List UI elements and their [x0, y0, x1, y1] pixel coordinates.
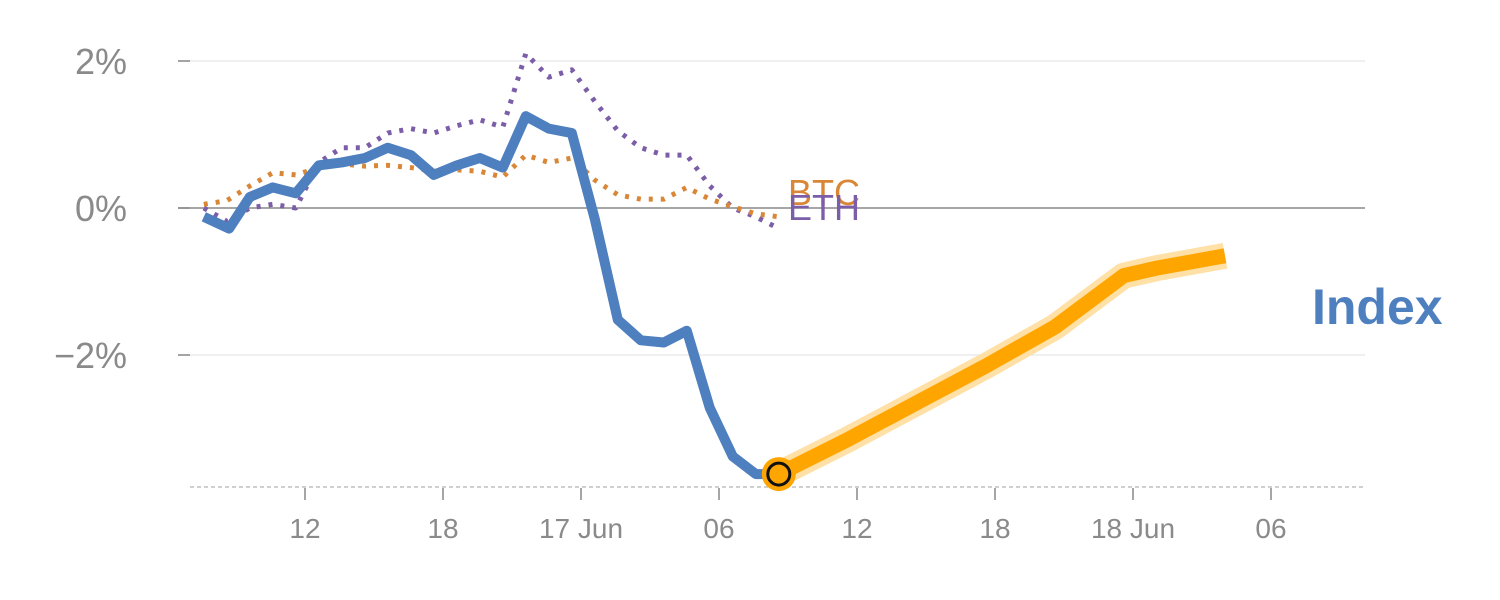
- current-point-marker: [766, 461, 792, 487]
- x-tick-label: 06: [703, 513, 734, 544]
- index-label: Index: [1312, 279, 1443, 335]
- x-tick-label: 12: [289, 513, 320, 544]
- eth-line: [202, 51, 780, 231]
- forecast-line: [775, 248, 1227, 481]
- y-tick-label: 2%: [75, 41, 127, 82]
- plot-area: [201, 51, 1228, 492]
- y-gridlines: [178, 60, 1365, 356]
- btc-label: BTC: [788, 172, 860, 213]
- y-axis: 2% 0% −2%: [54, 41, 190, 376]
- x-tick-label: 06: [1255, 513, 1286, 544]
- x-tick-label: 18: [979, 513, 1010, 544]
- eth-label: ETH: [788, 187, 860, 228]
- x-tick-label: 12: [841, 513, 872, 544]
- btc-line: [203, 152, 780, 220]
- y-tick-label: −2%: [54, 335, 127, 376]
- x-tick-label: 18: [427, 513, 458, 544]
- index-line: [201, 111, 779, 480]
- x-axis: 12 18 17 Jun 06 12 18 18 Jun 06: [190, 486, 1365, 544]
- x-tick-label: 17 Jun: [539, 513, 623, 544]
- x-tick-label: 18 Jun: [1091, 513, 1175, 544]
- y-tick-label: 0%: [75, 188, 127, 229]
